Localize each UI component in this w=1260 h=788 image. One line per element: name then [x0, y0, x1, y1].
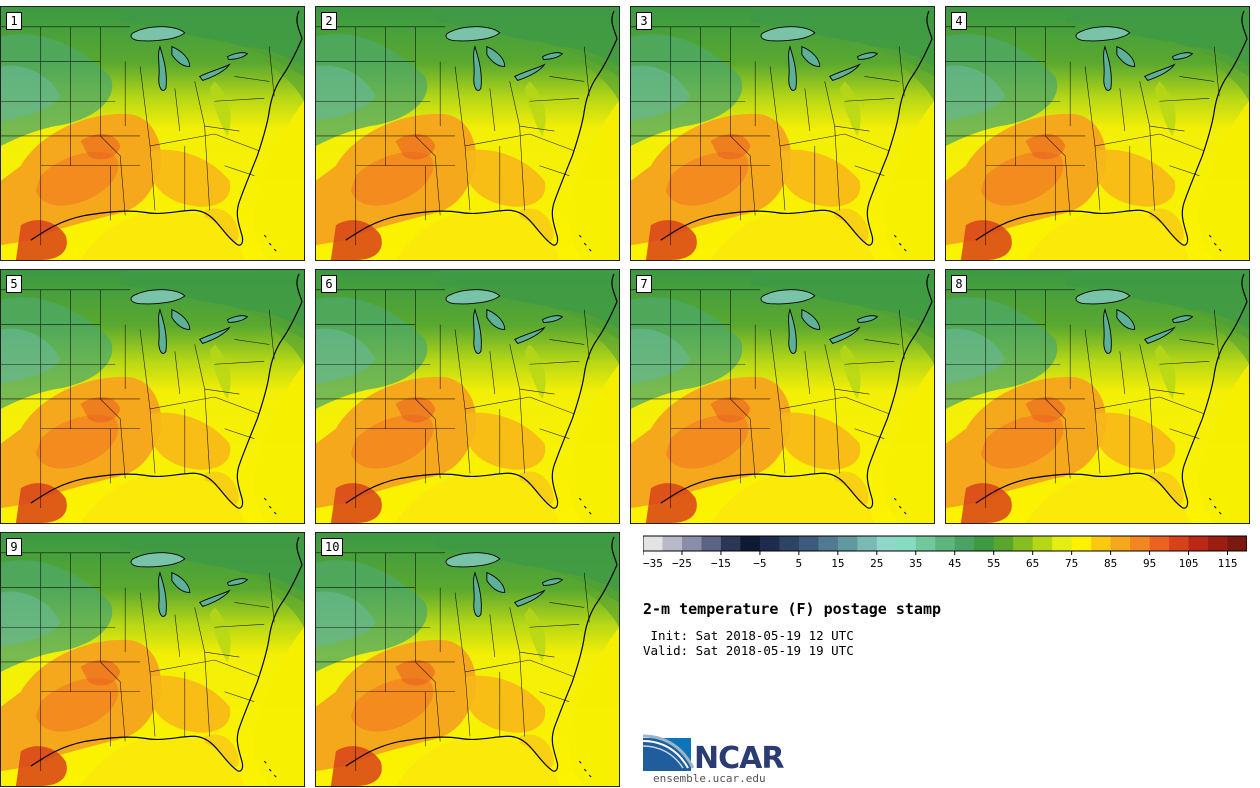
member-panel-7: 7: [630, 269, 935, 524]
member-label: 5: [6, 275, 22, 293]
member-panel-8: 8: [945, 269, 1250, 524]
colorbar-frame: [643, 535, 1247, 552]
member-label: 7: [636, 275, 652, 293]
colorbar-swatch: [779, 536, 800, 551]
colorbar-swatch: [759, 536, 780, 551]
temperature-colorbar: −35 −25 −15 −5 5 15 25 35 45 55 65 75 85 95 105 115: [643, 535, 1247, 570]
colorbar-tick-label: 5: [796, 557, 803, 570]
colorbar-swatch: [896, 536, 917, 551]
colorbar-tick-label: −15: [711, 557, 731, 570]
colorbar-swatch: [1013, 536, 1034, 551]
init-time: Init: Sat 2018-05-19 12 UTC: [643, 628, 854, 643]
member-panel-6: 6: [315, 269, 620, 524]
temperature-map: [631, 270, 934, 523]
colorbar-ticks: −35 −25 −15 −5 5 15 25 35 45 55 65 75 85 95 105 115: [643, 551, 1237, 570]
member-label: 6: [321, 275, 337, 293]
member-panel-2: 2: [315, 6, 620, 261]
member-panel-9: 9: [0, 532, 305, 787]
colorbar-tick-label: −25: [672, 557, 692, 570]
member-panel-4: 4: [945, 6, 1250, 261]
colorbar-tick-label: 35: [909, 557, 922, 570]
colorbar-swatch: [740, 536, 761, 551]
temperature-map: [1, 7, 304, 260]
colorbar-tick-label: −35: [643, 557, 663, 570]
colorbar-tick-label: 55: [987, 557, 1000, 570]
member-label: 3: [636, 12, 652, 30]
temperature-map: [316, 270, 619, 523]
colorbar-swatch: [1188, 536, 1209, 551]
colorbar-swatch: [643, 536, 663, 551]
temperature-map: [946, 270, 1249, 523]
colorbar-swatch: [1169, 536, 1189, 551]
colorbar-swatches: [643, 536, 1247, 551]
colorbar-tick-label: 95: [1143, 557, 1156, 570]
temperature-map: [1, 270, 304, 523]
colorbar-swatch: [993, 536, 1014, 551]
colorbar-tick-label: 65: [1026, 557, 1039, 570]
colorbar-swatch: [935, 536, 956, 551]
colorbar-tick-label: 105: [1179, 557, 1199, 570]
colorbar-swatch: [974, 536, 995, 551]
colorbar-swatch: [1227, 536, 1247, 551]
colorbar-swatch: [1208, 536, 1228, 551]
colorbar-swatch: [857, 536, 878, 551]
colorbar-tick-label: −5: [753, 557, 766, 570]
colorbar-swatch: [818, 536, 839, 551]
ncar-url: ensemble.ucar.edu: [653, 772, 766, 785]
colorbar-swatch: [1091, 536, 1112, 551]
colorbar-tick-label: 115: [1218, 557, 1238, 570]
ncar-logo-text: NCAR: [694, 741, 784, 776]
colorbar-tick-label: 45: [948, 557, 961, 570]
member-label: 9: [6, 538, 22, 556]
member-panel-10: 10: [315, 532, 620, 787]
temperature-map: [316, 533, 619, 786]
colorbar-swatch: [954, 536, 975, 551]
colorbar-swatch: [798, 536, 819, 551]
colorbar-swatch: [1032, 536, 1053, 551]
member-label: 10: [321, 538, 344, 556]
colorbar-swatch: [662, 536, 683, 551]
temperature-map: [316, 7, 619, 260]
colorbar-tick-label: 15: [831, 557, 844, 570]
ncar-logo-mark: [642, 734, 694, 771]
member-panel-1: 1: [0, 6, 305, 261]
colorbar-swatch: [1110, 536, 1131, 551]
valid-time: Valid: Sat 2018-05-19 19 UTC: [643, 643, 854, 658]
figure-title: 2-m temperature (F) postage stamp: [643, 600, 942, 618]
member-panel-5: 5: [0, 269, 305, 524]
colorbar-swatch: [1071, 536, 1092, 551]
colorbar-tick-label: 85: [1104, 557, 1117, 570]
colorbar-swatch: [1052, 536, 1073, 551]
colorbar-swatch: [876, 536, 897, 551]
colorbar-swatch: [1130, 536, 1150, 551]
colorbar-swatch: [681, 536, 702, 551]
member-label: 2: [321, 12, 337, 30]
colorbar-tick-label: 75: [1065, 557, 1078, 570]
member-label: 1: [6, 12, 22, 30]
member-label: 4: [951, 12, 967, 30]
temperature-map: [631, 7, 934, 260]
temperature-map: [946, 7, 1249, 260]
ncar-logo: NCAR ensemble.ucar.edu: [642, 730, 802, 786]
colorbar-swatch: [837, 536, 858, 551]
temperature-map: [1, 533, 304, 786]
colorbar-swatch: [915, 536, 936, 551]
colorbar-swatch: [1149, 536, 1170, 551]
member-label: 8: [951, 275, 967, 293]
colorbar-swatch: [701, 536, 722, 551]
colorbar-tick-label: 25: [870, 557, 883, 570]
colorbar-swatch: [720, 536, 741, 551]
member-panel-3: 3: [630, 6, 935, 261]
